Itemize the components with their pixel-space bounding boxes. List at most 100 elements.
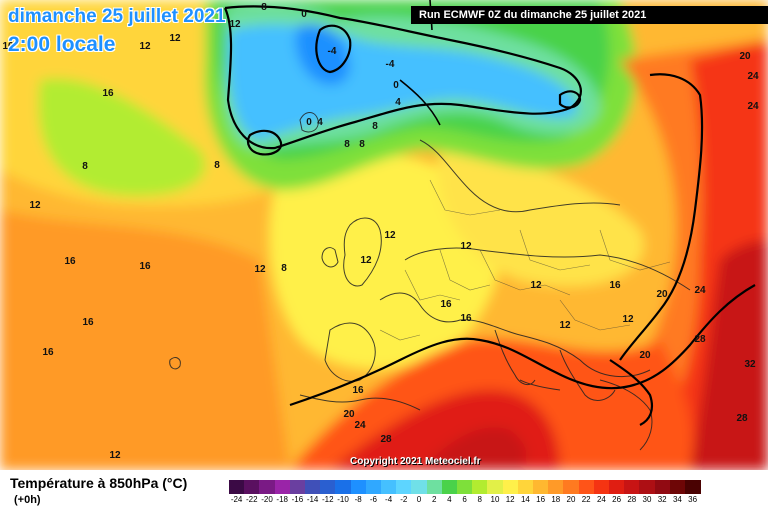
legend-tick-label: 24 <box>596 495 606 504</box>
legend-tick-label: -14 <box>306 495 319 504</box>
isotherm-label: 4 <box>395 97 401 108</box>
legend-swatch <box>350 480 367 494</box>
legend-tick-label: -6 <box>369 495 377 504</box>
legend-tick-label: 18 <box>551 495 561 504</box>
legend-tick-label: 12 <box>505 495 515 504</box>
isotherm-label: 16 <box>139 261 151 272</box>
legend-swatch <box>639 480 656 494</box>
legend-swatch <box>624 480 640 494</box>
legend-title: Température à 850hPa (°C) <box>10 475 188 491</box>
isotherm-label: 12 <box>169 33 181 44</box>
time-title: 2:00 locale <box>8 33 116 56</box>
isotherm-label: 16 <box>42 347 54 358</box>
isotherm-label: 28 <box>694 334 706 345</box>
isotherm-label: 12 <box>384 230 396 241</box>
legend-tick-label: -22 <box>246 495 258 504</box>
isotherm-label: 12 <box>559 320 571 331</box>
isotherm-label: 16 <box>352 385 364 396</box>
legend-tick-label: -2 <box>400 495 408 504</box>
legend-tick-label: -12 <box>322 495 334 504</box>
isotherm-label: 8 <box>359 139 365 150</box>
legend-subtitle: (+0h) <box>14 494 41 506</box>
legend-swatch <box>396 480 412 494</box>
isotherm-label: 12 <box>254 264 266 275</box>
legend-swatch <box>259 480 276 494</box>
isotherm-label: 28 <box>736 413 748 424</box>
isotherm-label: 16 <box>440 299 452 310</box>
isotherm-label: 0 <box>306 117 312 128</box>
legend-swatch <box>244 480 260 494</box>
legend-swatch <box>685 480 701 494</box>
legend-swatch <box>320 480 336 494</box>
legend-tick-label: 10 <box>490 495 500 504</box>
legend-swatch <box>305 480 321 494</box>
legend-swatch <box>654 480 671 494</box>
legend-tick-label: 16 <box>536 495 546 504</box>
legend-swatch <box>593 480 610 494</box>
date-title: dimanche 25 juillet 2021 <box>8 6 226 27</box>
isotherm-label: 8 <box>372 121 378 132</box>
isotherm-label: 24 <box>354 420 366 431</box>
legend-swatch <box>609 480 625 494</box>
legend-tick-label: -4 <box>385 495 393 504</box>
isotherm-label: 16 <box>2 41 14 52</box>
isotherm-label: 12 <box>622 314 634 325</box>
isotherm-label: 24 <box>747 71 759 82</box>
legend-tick-label: 30 <box>642 495 652 504</box>
legend-swatch <box>229 480 245 494</box>
legend-tick-label: 0 <box>416 495 422 504</box>
isotherm-label: 16 <box>609 280 621 291</box>
legend-tick-label: 14 <box>520 495 530 504</box>
isotherm-label: 8 <box>281 263 287 274</box>
run-banner: Run ECMWF 0Z du dimanche 25 juillet 2021 <box>411 6 768 24</box>
isotherm-label: 12 <box>360 255 372 266</box>
isotherm-label: 0 <box>301 9 307 20</box>
legend-swatch <box>457 480 473 494</box>
legend-swatch <box>335 480 352 494</box>
legend-swatch <box>548 480 564 494</box>
isotherm-label: 24 <box>747 101 759 112</box>
isotherm-label: 28 <box>380 434 392 445</box>
legend-tick-label: 22 <box>581 495 591 504</box>
legend-swatch <box>411 480 428 494</box>
legend-swatch <box>669 480 686 494</box>
legend-tick-label: 2 <box>431 495 437 504</box>
isotherm-label: 20 <box>639 350 651 361</box>
legend-tick-label: 6 <box>462 495 467 504</box>
legend-swatch <box>441 480 458 494</box>
legend-swatch <box>517 480 534 494</box>
legend-swatch <box>533 480 549 494</box>
isotherm-label: 12 <box>460 241 472 252</box>
legend-swatch <box>578 480 595 494</box>
legend-swatch <box>289 480 306 494</box>
legend-tick-label: -10 <box>337 495 349 504</box>
isotherm-label: 8 <box>214 160 220 171</box>
isotherm-label: 8 <box>261 2 267 13</box>
isotherm-label: 12 <box>229 19 241 30</box>
isotherm-label: 8 <box>82 161 88 172</box>
isotherm-label: 24 <box>694 285 706 296</box>
legend-swatch <box>274 480 291 494</box>
isotherm-label: 12 <box>29 200 41 211</box>
legend-tick-label: 28 <box>627 495 637 504</box>
legend-swatch <box>487 480 504 494</box>
isotherm-label: 16 <box>460 313 472 324</box>
legend-tick-label: 34 <box>672 495 682 504</box>
legend-tick-label: -18 <box>276 495 288 504</box>
isotherm-label: -4 <box>386 59 395 70</box>
legend-tick-label: -8 <box>354 495 362 504</box>
legend-swatch <box>563 480 580 494</box>
isotherm-label: 12 <box>139 41 151 52</box>
legend-tick-label: 8 <box>477 495 482 504</box>
legend-tick-label: 20 <box>566 495 576 504</box>
isotherm-label: 20 <box>739 51 751 62</box>
isotherm-label: 20 <box>656 289 668 300</box>
legend-swatch <box>381 480 397 494</box>
legend-tick-label: 4 <box>447 495 452 504</box>
legend-swatch <box>502 480 519 494</box>
legend-tick-label: -16 <box>291 495 304 504</box>
legend-tick-label: 32 <box>657 495 667 504</box>
isotherm-label: 0 <box>393 80 399 91</box>
